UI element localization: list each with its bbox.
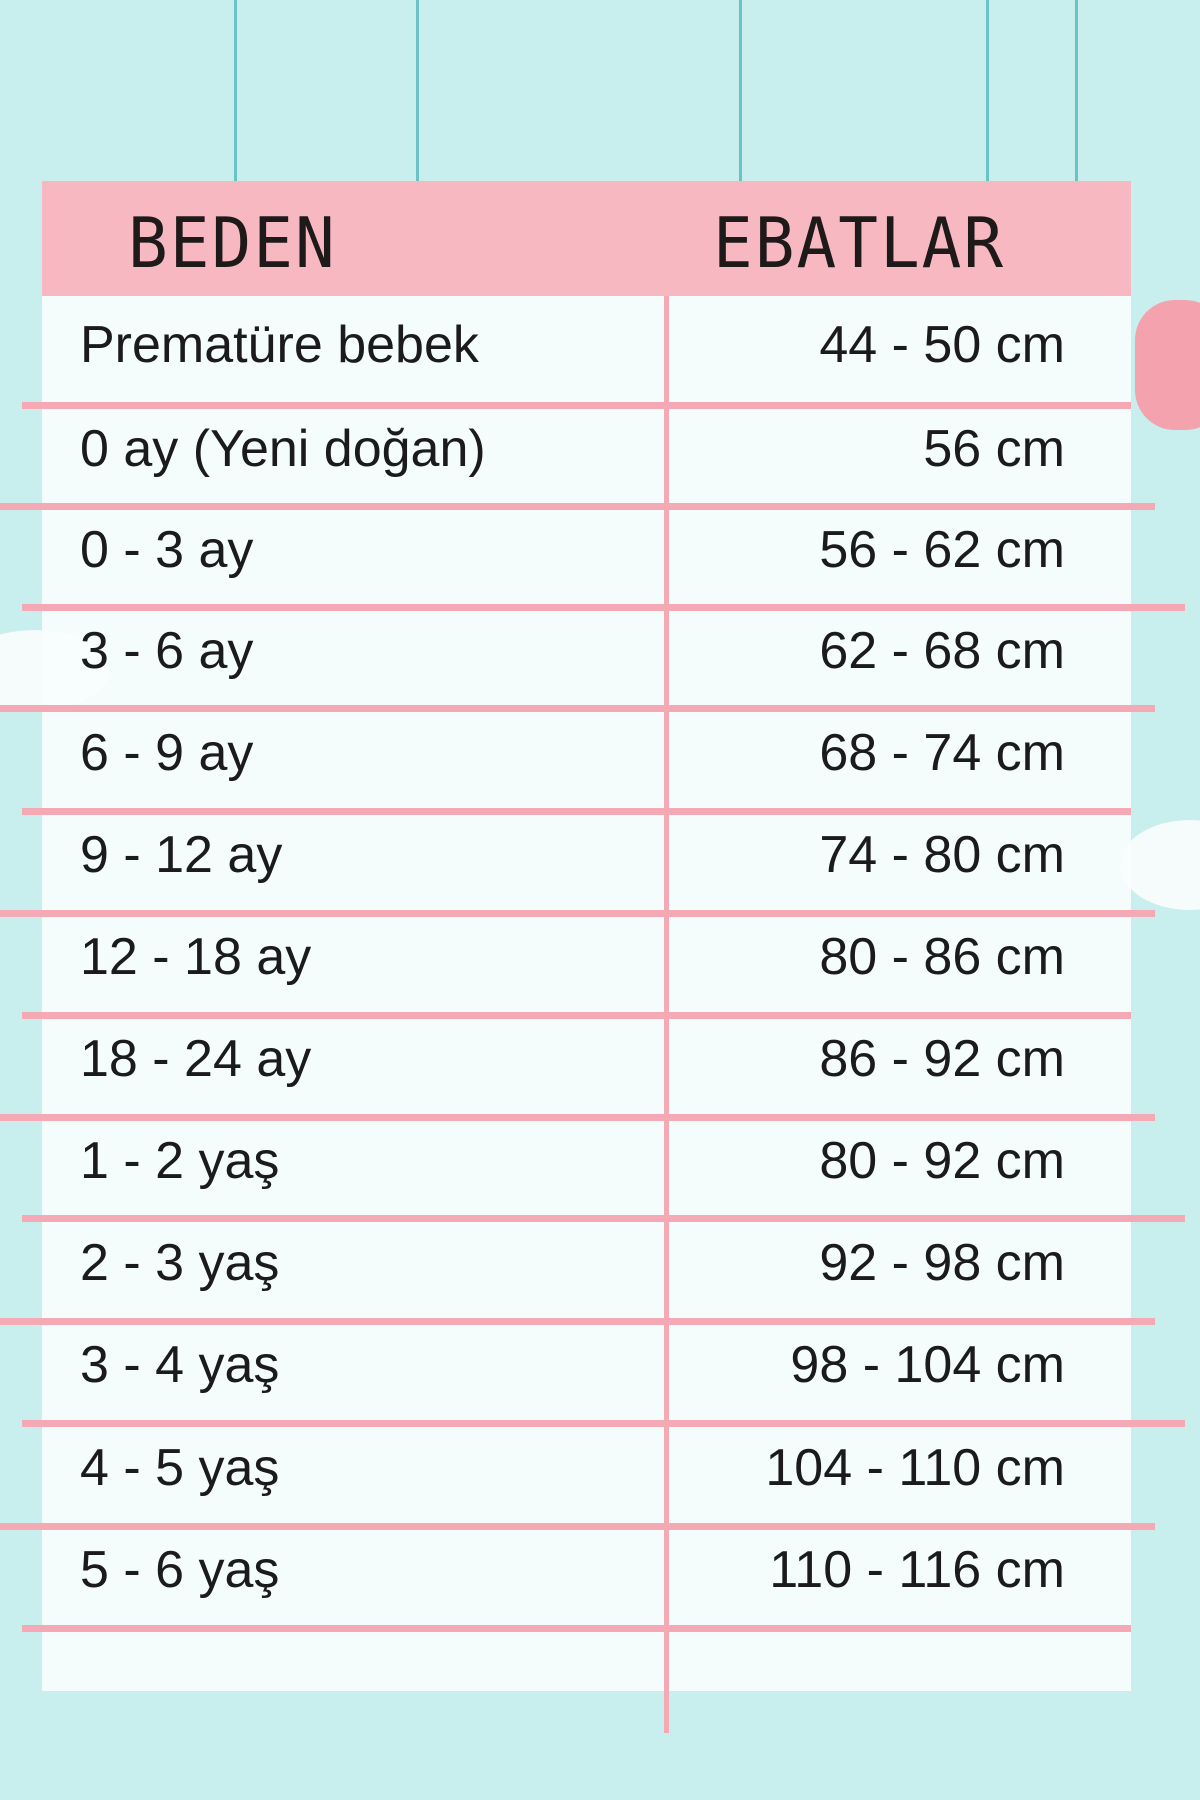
row-line — [22, 402, 1131, 409]
size-cell: 4 - 5 yaş — [80, 1438, 280, 1497]
measure-cell: 92 - 98 cm — [819, 1233, 1065, 1292]
size-cell: 1 - 2 yaş — [80, 1131, 280, 1190]
measure-cell: 110 - 116 cm — [769, 1541, 1065, 1599]
size-cell: 3 - 6 ay — [80, 621, 254, 680]
measure-cell: 86 - 92 cm — [819, 1030, 1065, 1088]
hanging-string — [416, 0, 419, 182]
size-cell: 18 - 24 ay — [80, 1030, 312, 1088]
size-cell: 5 - 6 yaş — [80, 1541, 280, 1599]
size-cell: 6 - 9 ay — [80, 723, 254, 782]
hanging-string — [739, 0, 742, 182]
row-line — [0, 1114, 1155, 1121]
measure-cell: 62 - 68 cm — [819, 621, 1065, 680]
table-header — [42, 181, 1131, 296]
measure-cell: 80 - 92 cm — [819, 1131, 1065, 1190]
row-line — [22, 604, 1185, 611]
measure-cell: 56 - 62 cm — [819, 520, 1065, 579]
measure-cell: 44 - 50 cm — [819, 316, 1065, 374]
size-cell: 3 - 4 yaş — [80, 1336, 280, 1394]
measure-cell: 104 - 110 cm — [765, 1438, 1065, 1497]
row-line — [0, 705, 1155, 712]
row-line — [22, 1625, 1131, 1632]
row-line — [0, 1318, 1155, 1325]
size-cell: 9 - 12 ay — [80, 826, 283, 884]
size-cell: 2 - 3 yaş — [80, 1233, 280, 1292]
size-chart-card — [42, 181, 1131, 1691]
decorative-ribbon — [1135, 300, 1200, 430]
row-line — [0, 503, 1155, 510]
row-line — [0, 910, 1155, 917]
row-line — [22, 1420, 1185, 1427]
size-cell: 0 ay (Yeni doğan) — [80, 419, 486, 478]
measure-cell: 68 - 74 cm — [819, 723, 1065, 782]
decorative-cloud — [1120, 820, 1200, 910]
measure-cell: 74 - 80 cm — [819, 826, 1065, 884]
row-line — [22, 808, 1131, 815]
row-line — [22, 1012, 1131, 1019]
measure-cell: 56 cm — [923, 419, 1065, 478]
size-cell: Prematüre bebek — [80, 316, 479, 374]
header-ebatlar: EBATLAR — [713, 203, 1006, 284]
size-cell: 0 - 3 ay — [80, 520, 254, 579]
hanging-string — [234, 0, 237, 182]
size-cell: 12 - 18 ay — [80, 928, 312, 986]
header-beden: BEDEN — [128, 203, 337, 284]
row-line — [0, 1523, 1155, 1530]
hanging-string — [1075, 0, 1078, 182]
measure-cell: 80 - 86 cm — [819, 928, 1065, 986]
row-line — [22, 1215, 1185, 1222]
measure-cell: 98 - 104 cm — [790, 1336, 1065, 1394]
hanging-string — [986, 0, 989, 182]
